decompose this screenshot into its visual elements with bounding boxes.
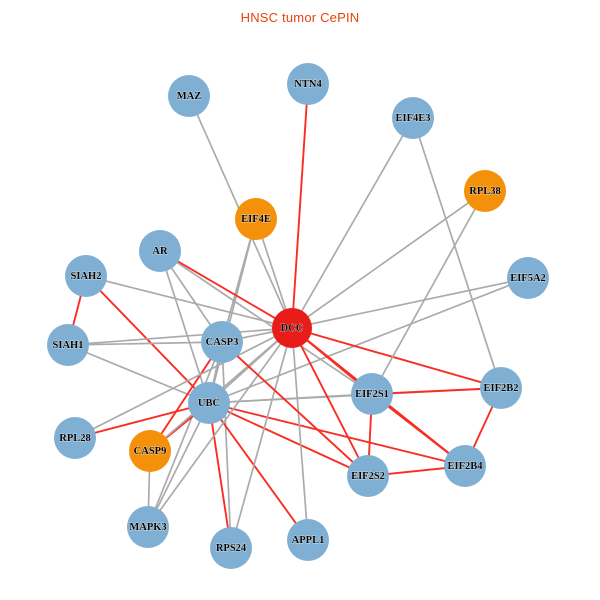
node-circle[interactable]: [127, 506, 169, 548]
node-circle[interactable]: [47, 324, 89, 366]
graph-node-eif2s2[interactable]: EIF2S2: [347, 455, 389, 497]
graph-edge: [221, 218, 257, 343]
node-circle[interactable]: [392, 97, 434, 139]
page-title: HNSC tumor CePIN: [240, 10, 360, 25]
graph-edge: [291, 327, 309, 541]
graph-node-siah1[interactable]: SIAH1: [47, 324, 89, 366]
graph-node-eif5a2[interactable]: EIF5A2: [507, 257, 549, 299]
graph-node-ar[interactable]: AR: [139, 230, 181, 272]
graph-edge: [291, 190, 486, 329]
node-circle[interactable]: [235, 198, 277, 240]
graph-edge: [208, 277, 529, 404]
node-circle[interactable]: [444, 445, 486, 487]
graph-node-casp3[interactable]: CASP3: [201, 321, 243, 363]
graph-node-rps24[interactable]: RPS24: [210, 527, 252, 569]
graph-node-rpl28[interactable]: RPL28: [54, 417, 96, 459]
graph-edge: [291, 327, 502, 389]
graph-edge: [85, 275, 293, 329]
graph-node-appl1[interactable]: APPL1: [287, 519, 329, 561]
graph-edge: [74, 402, 210, 439]
graph-edge: [208, 402, 369, 477]
graph-edge: [208, 402, 466, 467]
graph-node-ubc[interactable]: UBC: [188, 382, 230, 424]
node-circle[interactable]: [188, 382, 230, 424]
node-circle[interactable]: [480, 367, 522, 409]
node-circle[interactable]: [347, 455, 389, 497]
graph-edge: [371, 387, 502, 395]
graph-edge: [230, 327, 293, 549]
node-circle[interactable]: [210, 527, 252, 569]
graph-node-ntn4[interactable]: NTN4: [287, 63, 329, 105]
node-circle[interactable]: [129, 430, 171, 472]
graph-node-eif4e3[interactable]: EIF4E3: [392, 97, 434, 139]
node-circle[interactable]: [201, 321, 243, 363]
graph-edge: [74, 327, 293, 439]
node-circle[interactable]: [351, 373, 393, 415]
graph-edge: [412, 117, 502, 389]
graph-edge: [67, 327, 293, 346]
graph-edge: [291, 83, 309, 329]
graph-node-rpl38[interactable]: RPL38: [464, 170, 506, 212]
node-circle[interactable]: [54, 417, 96, 459]
node-circle[interactable]: [287, 519, 329, 561]
graph-edge: [67, 344, 210, 404]
graph-edge: [221, 341, 369, 477]
graph-edge: [221, 341, 232, 549]
graph-node-maz[interactable]: MAZ: [168, 75, 210, 117]
graph-edge: [291, 117, 414, 329]
graph-node-eif4e[interactable]: EIF4E: [235, 198, 277, 240]
graph-edge: [208, 402, 232, 549]
graph-node-siah2[interactable]: SIAH2: [65, 255, 107, 297]
graph-edge: [149, 341, 223, 452]
graph-edge: [208, 402, 309, 541]
graph-edge: [147, 327, 293, 528]
node-circle[interactable]: [65, 255, 107, 297]
node-circle[interactable]: [507, 257, 549, 299]
graph-edge: [159, 250, 293, 329]
node-circle[interactable]: [287, 63, 329, 105]
graph-edge: [159, 250, 210, 404]
graph-edge: [159, 250, 373, 395]
node-circle[interactable]: [139, 230, 181, 272]
graph-edge: [147, 341, 223, 528]
node-circle[interactable]: [168, 75, 210, 117]
graph-edge: [147, 402, 210, 528]
node-circle[interactable]: [464, 170, 506, 212]
graph-node-eif2b2[interactable]: EIF2B2: [480, 367, 522, 409]
node-circle[interactable]: [272, 308, 312, 348]
graph-edge: [371, 190, 486, 395]
graph-node-eif2b4[interactable]: EIF2B4: [444, 445, 486, 487]
node-layer: MAZ NTN4 EIF4E3 RPL38 EIF4E AR SIAH2 EIF5A2 DCC C…: [47, 63, 549, 569]
graph-edge: [291, 327, 369, 477]
graph-edge: [291, 277, 529, 329]
graph-node-dcc[interactable]: DCC: [272, 308, 312, 348]
graph-edge: [67, 341, 223, 346]
graph-node-mapk3[interactable]: MAPK3: [127, 506, 169, 548]
graph-node-casp9[interactable]: CASP9: [129, 430, 171, 472]
graph-node-eif2s1[interactable]: EIF2S1: [351, 373, 393, 415]
